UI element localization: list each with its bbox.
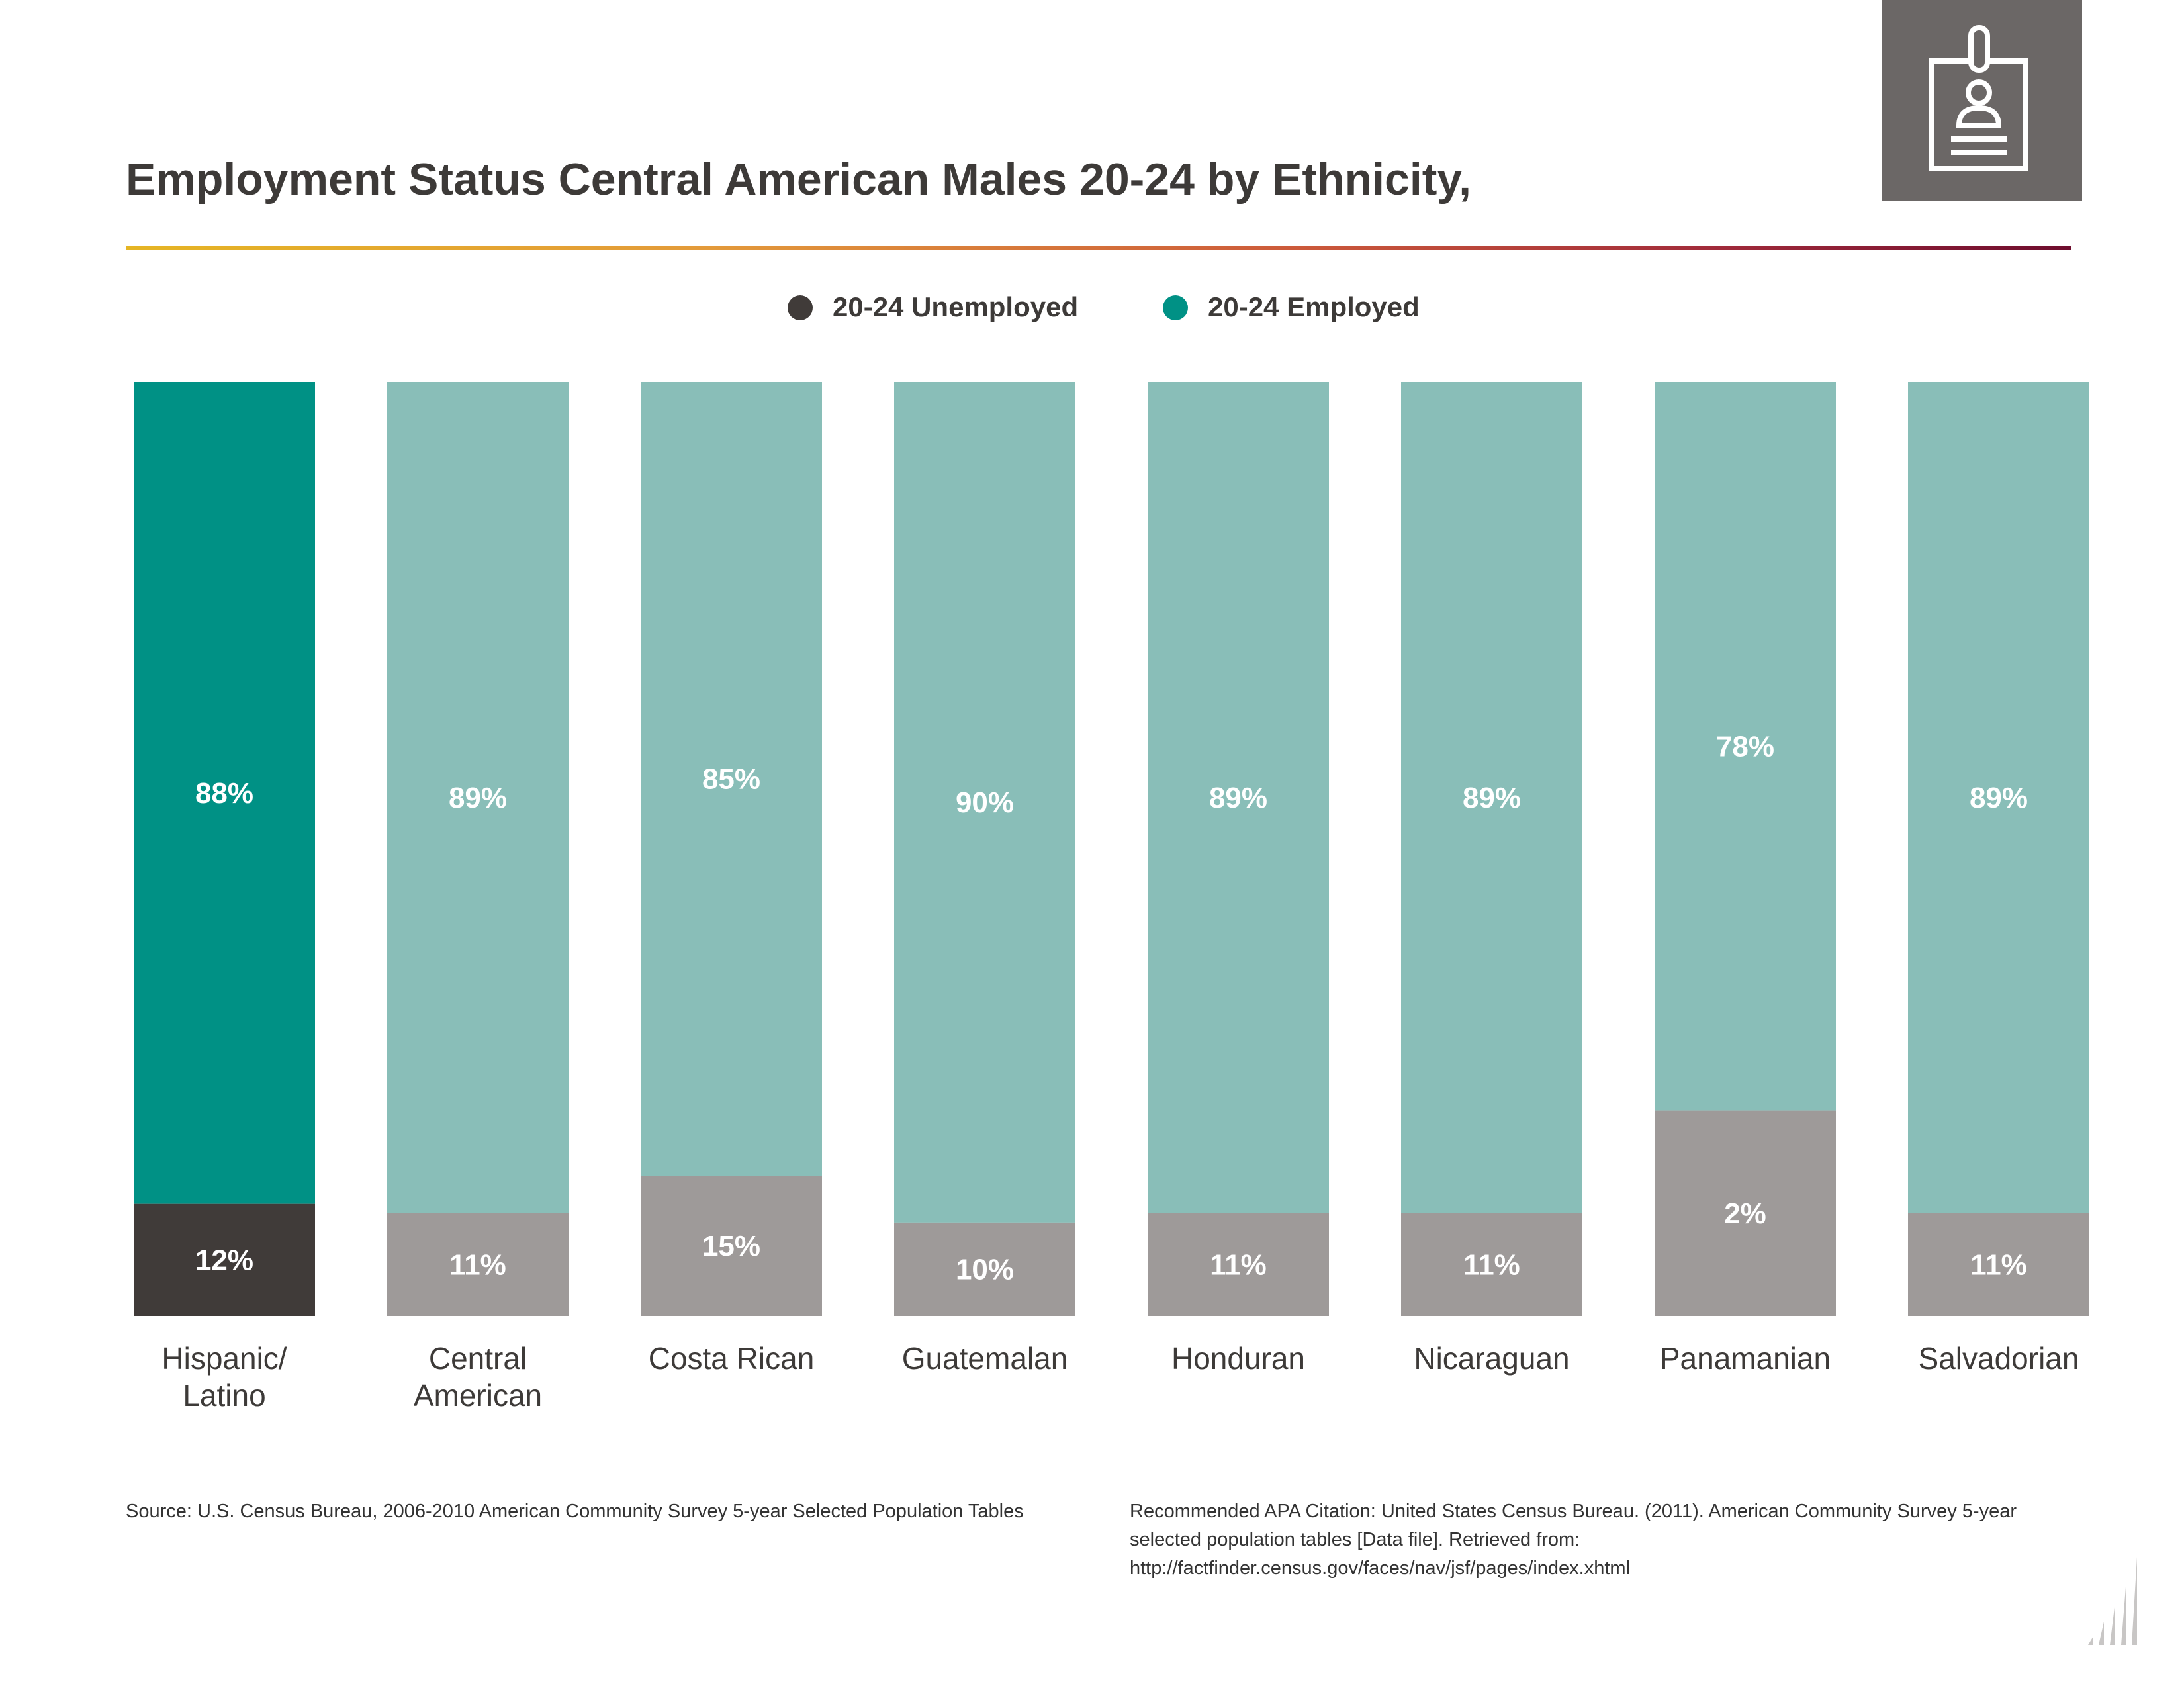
chart-title: Employment Status Central American Males… (126, 154, 1472, 205)
bar-label-unemployed: 11% (449, 1248, 506, 1281)
bar-employed (894, 382, 1075, 1223)
category-label: Nicaraguan (1414, 1341, 1569, 1376)
bar-label-employed: 89% (1970, 782, 2028, 814)
legend-dot-unemployed (788, 295, 813, 320)
bar-unemployed (641, 1176, 822, 1316)
bar-label-unemployed: 10% (956, 1253, 1014, 1286)
bar-label-unemployed: 2% (1724, 1197, 1766, 1230)
bar-label-employed: 85% (702, 763, 760, 796)
bar-unemployed (894, 1222, 1075, 1316)
bar-label-employed: 89% (449, 782, 507, 814)
bar-employed (1655, 382, 1836, 1111)
legend: 20-24 Unemployed 20-24 Employed (0, 285, 2184, 331)
category-label: Honduran (1171, 1341, 1305, 1376)
bar-label-unemployed: 12% (195, 1244, 253, 1276)
bar-unemployed (134, 1203, 315, 1316)
bar-label-employed: 90% (956, 786, 1014, 819)
bar-label-employed: 78% (1716, 730, 1774, 763)
bar-logo-icon (2088, 1557, 2137, 1645)
bar-unemployed (1908, 1213, 2089, 1316)
bar-employed (1401, 382, 1582, 1213)
bar-label-unemployed: 11% (1463, 1248, 1520, 1281)
category-label: Panamanian (1660, 1341, 1831, 1376)
legend-label-employed: 20-24 Employed (1208, 291, 1420, 322)
category-label: Salvadorian (1919, 1341, 2079, 1376)
bar-employed (1148, 382, 1329, 1213)
bar-unemployed (1655, 1110, 1836, 1316)
category-label: Central American (414, 1341, 542, 1413)
title-divider (126, 246, 2071, 250)
bar-employed (134, 382, 315, 1204)
bar-unemployed (1148, 1213, 1329, 1316)
stacked-bar-chart: 88% 12% Hispanic/Latino 89% 11% Central Americ… (134, 382, 2089, 1413)
bar-label-unemployed: 11% (1210, 1248, 1267, 1281)
category-label: Costa Rican (649, 1341, 815, 1376)
badge-panel (1882, 0, 2082, 201)
footer-source: Source: U.S. Census Bureau, 2006-2010 Am… (126, 1501, 1024, 1522)
category-label: Guatemalan (902, 1341, 1068, 1376)
bar-label-employed: 88% (195, 777, 253, 810)
bar-label-employed: 89% (1463, 782, 1521, 814)
bar-employed (1908, 382, 2089, 1213)
footer-citation: Recommended APA Citation: United States … (1130, 1501, 2017, 1579)
bar-employed (641, 382, 822, 1176)
bar-label-unemployed: 11% (1970, 1248, 2027, 1281)
bar-label-employed: 89% (1209, 782, 1267, 814)
bar-label-unemployed: 15% (702, 1230, 760, 1262)
id-badge-icon (1929, 25, 2028, 171)
bar-employed (387, 382, 569, 1213)
bar-unemployed (1401, 1213, 1582, 1316)
legend-dot-employed (1163, 295, 1188, 320)
category-label: Hispanic/Latino (161, 1341, 287, 1413)
legend-label-unemployed: 20-24 Unemployed (833, 291, 1079, 322)
bar-unemployed (387, 1213, 569, 1316)
